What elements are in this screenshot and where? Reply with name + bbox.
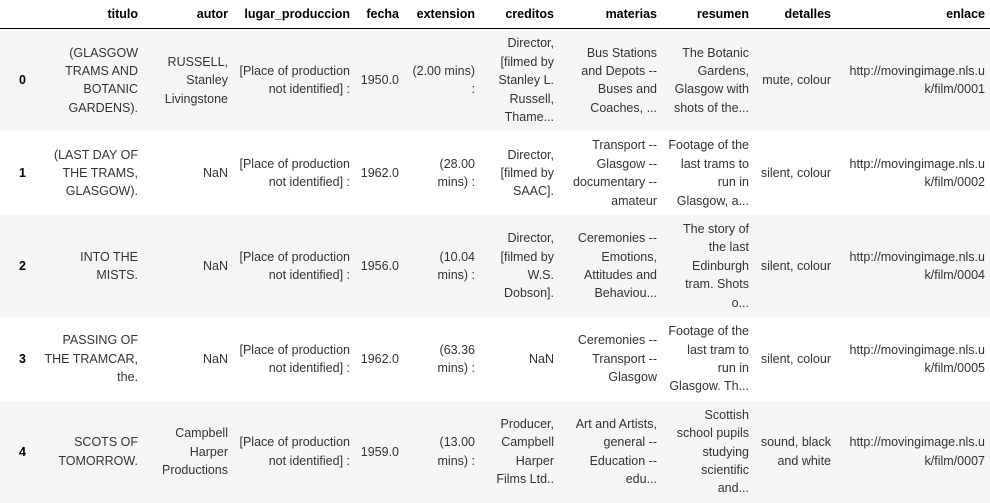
cell-fecha: 1959.0 — [360, 444, 399, 459]
column-header-titulo: titulo — [107, 7, 138, 21]
row-index: 4 — [19, 444, 26, 459]
table-row: 4 SCOTS OF TOMORROW. Campbell Harper Pro… — [0, 400, 990, 503]
cell-extension: (13.00 mins) : — [437, 435, 476, 468]
cell-lugar-produccion: [Place of production not identified] : — [239, 342, 351, 375]
cell-autor: Campbell Harper Productions — [161, 426, 228, 477]
cell-materias: Transport -- Glasgow -- documentary -- a… — [572, 138, 657, 208]
cell-extension: (10.04 mins) : — [437, 249, 476, 283]
row-index: 2 — [19, 258, 26, 273]
index-column-header — [0, 0, 31, 29]
cell-materias: Ceremonies -- Transport -- Glasgow — [577, 333, 657, 385]
cell-creditos: Director, [filmed by Stanley L. Russell,… — [498, 36, 554, 125]
cell-extension: (63.36 mins) : — [437, 342, 476, 375]
cell-resumen: Scottish school pupils studying scientif… — [676, 407, 749, 496]
cell-creditos: Director, [filmed by W.S. Dobson]. — [500, 231, 555, 301]
cell-enlace: http://movingimage.nls.uk/film/0002 — [849, 156, 986, 190]
header-row: titulo autor lugar_produccion fecha exte… — [0, 0, 990, 29]
cell-autor: NaN — [202, 166, 228, 181]
row-index: 1 — [19, 166, 26, 181]
column-header-extension: extension — [416, 7, 475, 21]
column-header-detalles: detalles — [784, 7, 831, 21]
cell-lugar-produccion: [Place of production not identified] : — [239, 156, 351, 190]
cell-detalles: mute, colour — [762, 73, 831, 88]
cell-lugar-produccion: [Place of production not identified] : — [239, 435, 351, 468]
table-row: 1 (LAST DAY OF THE TRAMS, GLASGOW). NaN … — [0, 131, 990, 216]
cell-creditos: NaN — [528, 351, 554, 366]
cell-detalles: silent, colour — [760, 258, 831, 273]
column-header-resumen: resumen — [696, 7, 749, 21]
column-header-materias: materias — [605, 7, 657, 21]
cell-resumen: Footage of the last tram to run in Glasg… — [668, 324, 749, 394]
row-index: 3 — [19, 351, 26, 366]
cell-materias: Ceremonies -- Emotions, Attitudes and Be… — [577, 231, 657, 301]
cell-fecha: 1950.0 — [360, 73, 399, 88]
cell-titulo: (LAST DAY OF THE TRAMS, GLASGOW). — [53, 147, 138, 199]
cell-titulo: PASSING OF THE TRAMCAR, the. — [44, 333, 138, 385]
cell-resumen: The Botanic Gardens, Glasgow with shots … — [673, 45, 749, 115]
column-header-autor: autor — [196, 7, 228, 21]
cell-fecha: 1956.0 — [360, 258, 399, 273]
cell-detalles: silent, colour — [760, 351, 831, 366]
cell-lugar-produccion: [Place of production not identified] : — [239, 249, 351, 283]
cell-titulo: SCOTS OF TOMORROW. — [58, 435, 138, 468]
cell-extension: (28.00 mins) : — [437, 156, 476, 190]
column-header-enlace: enlace — [946, 7, 985, 21]
cell-enlace: http://movingimage.nls.uk/film/0005 — [849, 342, 986, 375]
cell-materias: Art and Artists, general -- Education --… — [575, 416, 657, 487]
cell-fecha: 1962.0 — [360, 166, 399, 181]
cell-titulo: INTO THE MISTS. — [80, 249, 138, 283]
row-index: 0 — [19, 73, 26, 88]
column-header-lugar-produccion: lugar_produccion — [244, 7, 350, 21]
cell-enlace: http://movingimage.nls.uk/film/0001 — [849, 64, 986, 97]
cell-resumen: Footage of the last trams to run in Glas… — [668, 138, 749, 208]
column-header-fecha: fecha — [366, 7, 399, 21]
cell-fecha: 1962.0 — [360, 351, 399, 366]
cell-materias: Bus Stations and Depots -- Buses and Coa… — [581, 45, 657, 115]
column-header-creditos: creditos — [505, 7, 554, 21]
table-row: 2 INTO THE MISTS. NaN [Place of producti… — [0, 215, 990, 318]
cell-enlace: http://movingimage.nls.uk/film/0007 — [849, 435, 986, 468]
cell-creditos: Producer, Campbell Harper Films Ltd.. — [496, 416, 554, 487]
cell-creditos: Director, [filmed by SAAC]. — [500, 147, 555, 199]
cell-detalles: sound, black and white — [760, 435, 831, 468]
cell-detalles: silent, colour — [760, 166, 831, 181]
cell-autor: RUSSELL, Stanley Livingstone — [164, 54, 228, 106]
cell-extension: (2.00 mins) : — [412, 64, 475, 97]
cell-lugar-produccion: [Place of production not identified] : — [239, 64, 351, 97]
cell-autor: NaN — [202, 258, 228, 273]
table-row: 3 PASSING OF THE TRAMCAR, the. NaN [Plac… — [0, 317, 990, 401]
cell-autor: NaN — [202, 351, 228, 366]
cell-titulo: (GLASGOW TRAMS AND BOTANIC GARDENS). — [65, 45, 138, 115]
cell-resumen: The story of the last Edinburgh tram. Sh… — [683, 222, 749, 310]
table-row: 0 (GLASGOW TRAMS AND BOTANIC GARDENS). R… — [0, 28, 990, 132]
cell-enlace: http://movingimage.nls.uk/film/0004 — [849, 249, 986, 283]
